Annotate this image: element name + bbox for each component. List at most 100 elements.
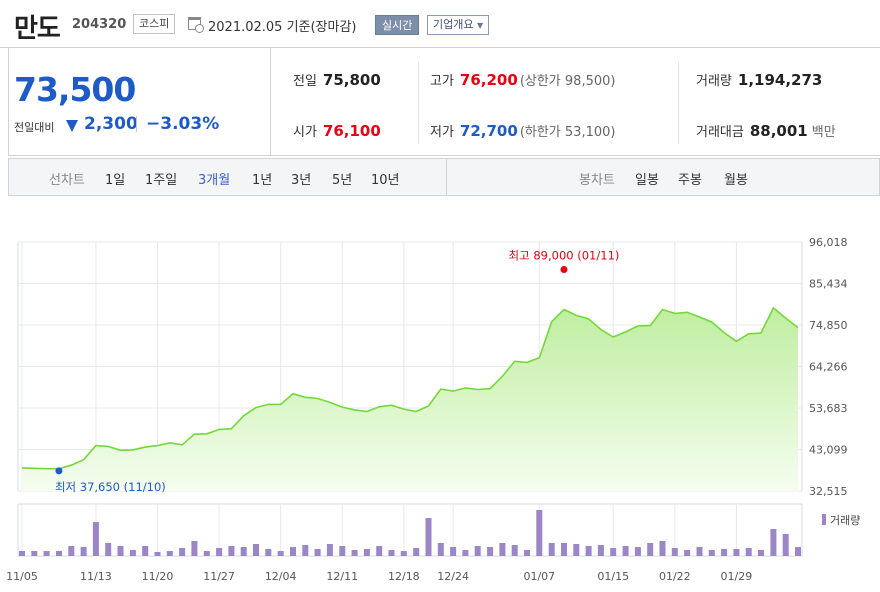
volume-bar <box>782 534 789 556</box>
tab-monthly[interactable]: 월봉 <box>724 173 748 188</box>
volume-bar <box>142 546 149 556</box>
volume-bar <box>462 550 469 556</box>
volume-bar <box>745 548 752 556</box>
company-overview-label: 기업개요 <box>433 18 474 31</box>
volume-bar <box>228 546 235 556</box>
volume-bar <box>499 543 506 556</box>
volume-legend-swatch <box>822 514 826 525</box>
high-label: 고가 <box>430 74 454 89</box>
y-tick-label: 64,266 <box>809 361 848 374</box>
volume-bar <box>659 541 666 556</box>
volume-bar <box>721 549 728 556</box>
info-divider <box>678 62 679 144</box>
tab-3y[interactable]: 3년 <box>291 173 312 188</box>
volume-bar <box>19 551 25 556</box>
volume-bar <box>684 550 691 556</box>
volume-bar <box>561 543 567 556</box>
volume-bar <box>610 548 617 556</box>
price-info-grid <box>271 48 880 156</box>
y-tick-label: 85,434 <box>809 278 848 291</box>
volume-bar <box>80 547 87 556</box>
stock-header: 만도 204320 코스피 2021.02.05 기준(장마감) 실시간 기업개… <box>0 0 880 48</box>
company-overview-dropdown[interactable]: 기업개요 ▼ <box>427 15 490 35</box>
volume-bar <box>634 547 641 556</box>
volume-bar <box>511 545 518 556</box>
volume-bar <box>277 551 284 556</box>
volume-bar <box>536 510 543 556</box>
volume-bar <box>696 547 703 556</box>
prev-close-value: 75,800 <box>322 71 381 89</box>
open-value: 76,100 <box>322 122 381 140</box>
max-point <box>560 266 568 274</box>
tab-3m[interactable]: 3개월 <box>198 173 231 188</box>
volume-bar <box>770 529 777 556</box>
volume-bar <box>56 551 62 556</box>
x-tick-label: 12/04 <box>265 570 297 583</box>
volume-bar <box>129 550 136 556</box>
volume-bar <box>363 549 370 556</box>
change-amount: 2,300 <box>84 114 138 134</box>
volume-bar <box>376 546 383 556</box>
low-label: 저가 <box>430 125 454 140</box>
y-tick-label: 32,515 <box>809 485 848 498</box>
volume-bar <box>253 544 259 556</box>
open-price: 시가 76,100 <box>293 121 381 140</box>
volume-bar <box>573 544 580 556</box>
volume-bar <box>314 549 321 556</box>
volume-bar <box>733 549 740 556</box>
lower-limit: (하한가 53,100) <box>519 125 616 140</box>
upper-limit: (상한가 98,500) <box>519 74 616 89</box>
volume-bar <box>68 546 75 556</box>
stock-name: 만도 <box>14 14 61 44</box>
volume-bar <box>339 546 346 556</box>
tab-weekly[interactable]: 주봉 <box>678 173 702 188</box>
volume-bar <box>450 547 457 556</box>
trade-value-label: 거래대금 <box>696 125 744 140</box>
tab-daily[interactable]: 일봉 <box>635 173 659 188</box>
y-tick-label: 96,018 <box>809 236 848 249</box>
date-text: 2021.02.05 기준(장마감) <box>208 20 357 35</box>
volume-bar <box>708 550 715 556</box>
current-price: 73,500 <box>14 70 136 109</box>
high-value: 76,200 <box>459 71 518 89</box>
volume-bar <box>487 547 494 556</box>
x-tick-label: 11/27 <box>203 570 235 583</box>
tab-5y[interactable]: 5년 <box>332 173 353 188</box>
change-percent: −3.03% <box>146 114 220 134</box>
trade-value: 88,001 <box>749 122 808 140</box>
volume-info: 거래량 1,194,273 <box>696 70 822 89</box>
volume-bar <box>203 551 210 556</box>
change-divider <box>136 116 137 132</box>
price-line <box>21 306 799 470</box>
trade-value-info: 거래대금 88,001 백만 <box>696 121 836 140</box>
open-label: 시가 <box>293 125 317 140</box>
volume-value: 1,194,273 <box>737 71 823 89</box>
volume-label: 거래량 <box>696 74 732 89</box>
volume-bar <box>758 550 764 556</box>
x-tick-label: 01/15 <box>597 570 629 583</box>
volume-bar <box>413 548 420 556</box>
low-price: 저가 72,700 (하한가 53,100) <box>430 121 615 140</box>
trade-value-unit: 백만 <box>811 125 836 140</box>
tab-1d[interactable]: 1일 <box>105 173 126 188</box>
tab-1w[interactable]: 1주일 <box>145 173 178 188</box>
x-tick-label: 01/29 <box>721 570 753 583</box>
volume-bar <box>117 546 124 556</box>
prev-close-label: 전일 <box>293 74 317 89</box>
volume-bar <box>290 547 296 556</box>
volume-bar <box>326 544 333 556</box>
tab-1y[interactable]: 1년 <box>252 173 273 188</box>
market-badge: 코스피 <box>133 14 176 34</box>
change-label: 전일대비 <box>14 121 55 134</box>
volume-bar <box>265 549 272 556</box>
tab-10y[interactable]: 10년 <box>371 173 400 188</box>
volume-bar <box>524 550 530 556</box>
y-tick-label: 53,683 <box>809 402 848 415</box>
y-tick-label: 43,099 <box>809 444 848 457</box>
low-value: 72,700 <box>459 122 518 140</box>
candle-chart-label: 봉차트 <box>579 173 615 188</box>
realtime-button[interactable]: 실시간 <box>375 15 420 35</box>
tab-divider <box>446 159 447 195</box>
chevron-down-icon: ▼ <box>476 21 484 30</box>
x-tick-label: 11/13 <box>80 570 112 583</box>
